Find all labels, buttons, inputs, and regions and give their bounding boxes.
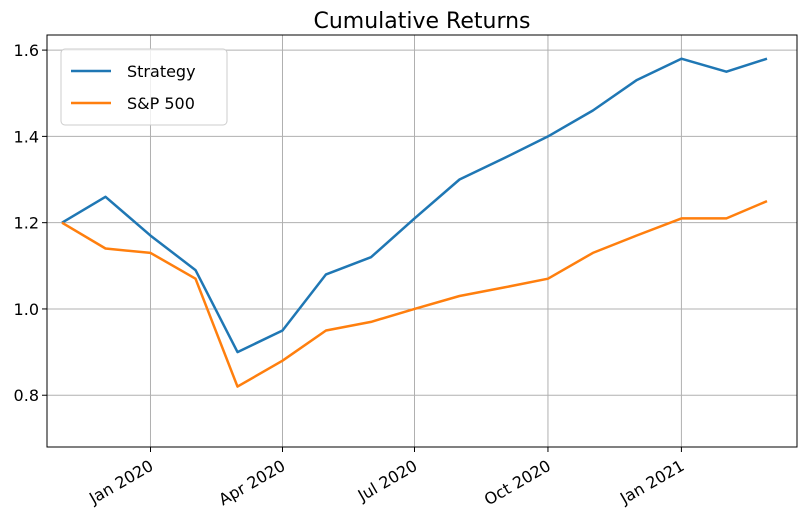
legend-box (60, 48, 228, 126)
x-tick-label: Jul 2020 (354, 456, 421, 506)
y-tick-label: 0.8 (14, 386, 39, 405)
y-tick-label: 1.2 (14, 214, 39, 233)
x-tick-label: Apr 2020 (215, 456, 288, 509)
y-tick-label: 1.0 (14, 300, 39, 319)
legend-label: Strategy (127, 62, 196, 81)
y-tick-label: 1.4 (14, 127, 39, 146)
line-series (61, 199, 768, 388)
y-tick-label: 1.6 (14, 41, 39, 60)
x-tick-label: Oct 2020 (481, 456, 554, 509)
line-series (61, 57, 768, 354)
legend-label: S&P 500 (127, 94, 195, 113)
x-tick-label: Jan 2020 (85, 456, 156, 508)
x-tick-label: Jan 2021 (616, 456, 687, 508)
plot-frame (46, 34, 798, 448)
chart-title: Cumulative Returns (313, 9, 530, 34)
